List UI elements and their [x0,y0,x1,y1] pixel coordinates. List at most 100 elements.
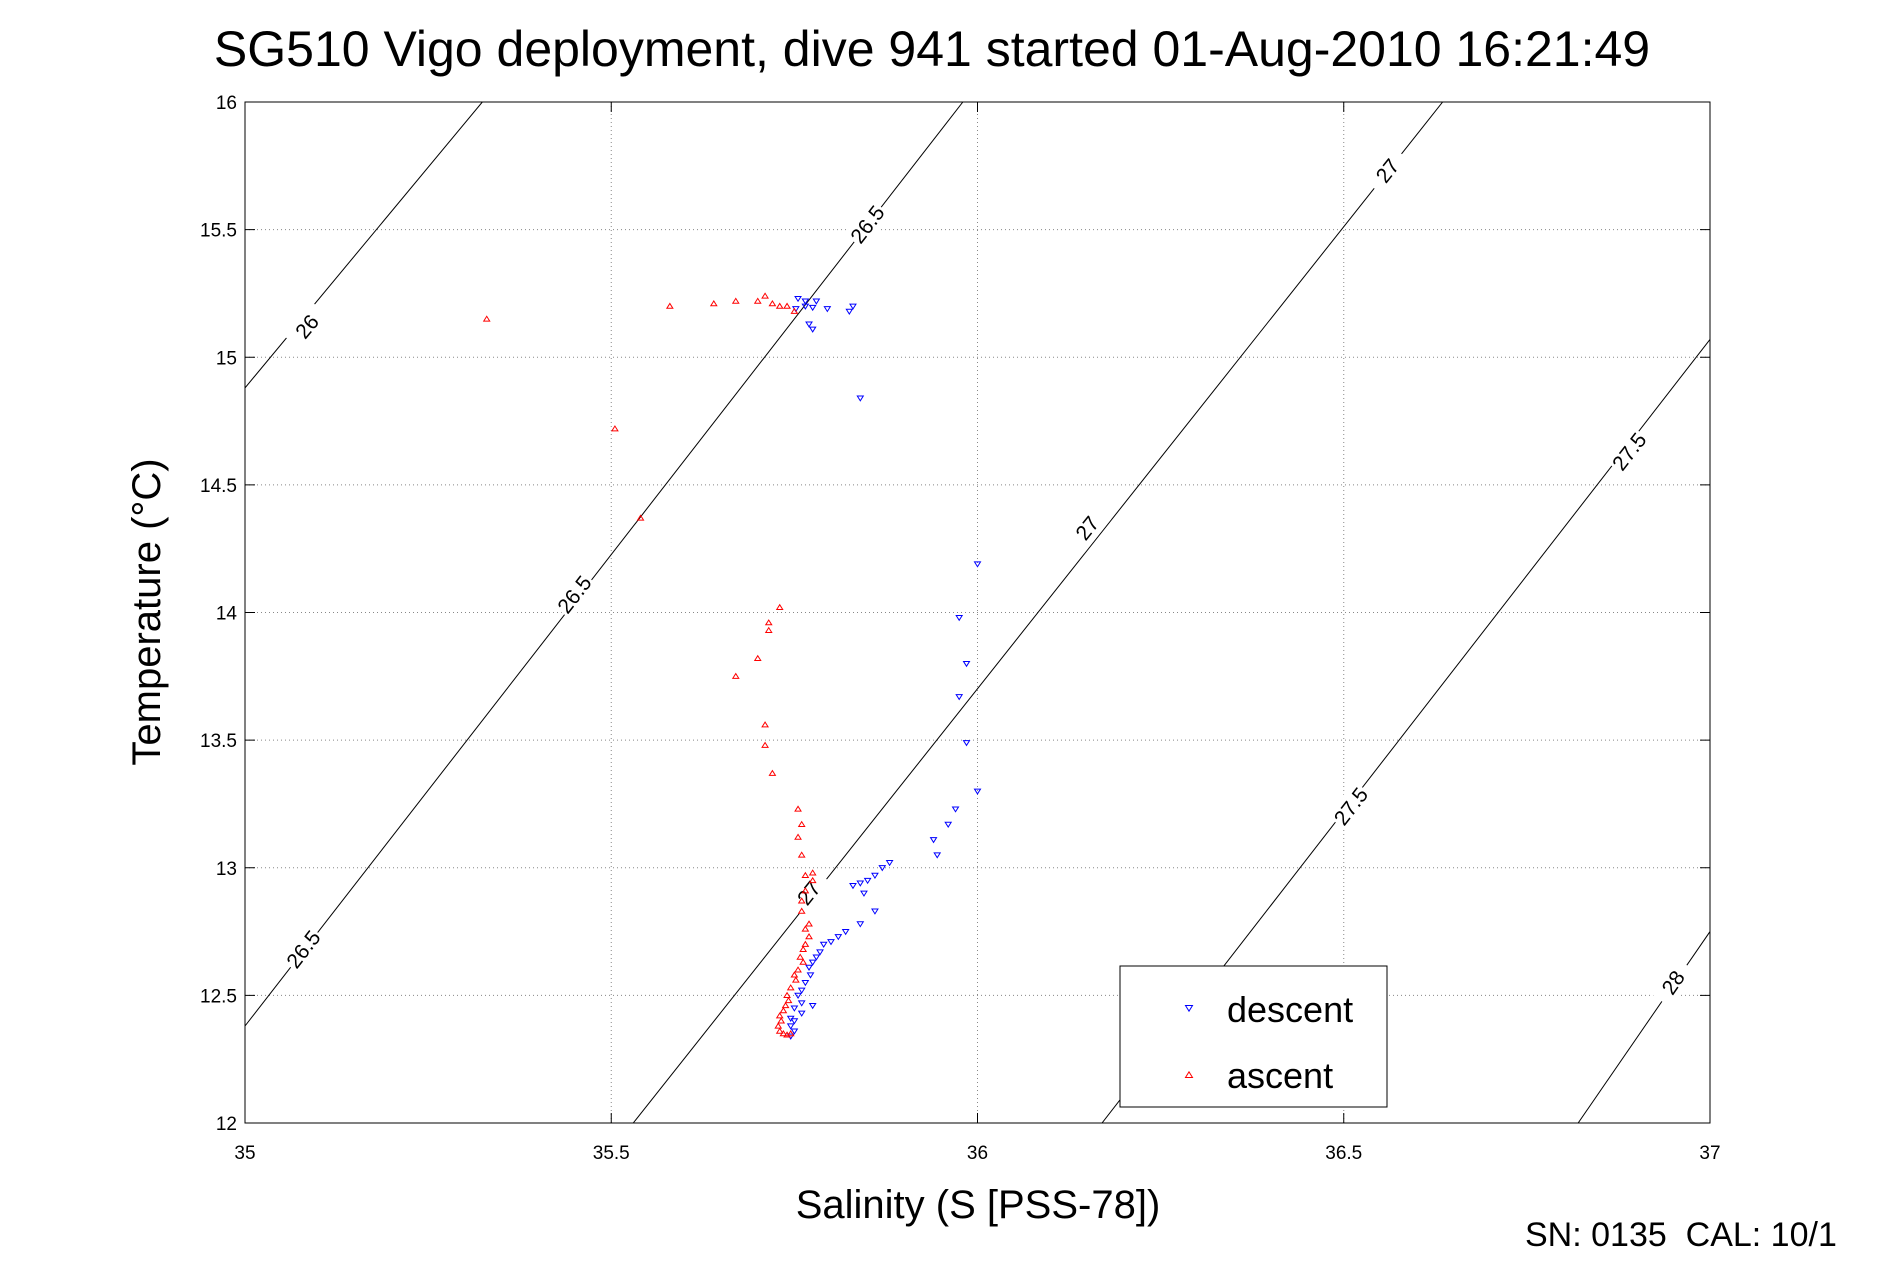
ascent-point [791,976,800,983]
ascent-point [482,315,491,322]
ascent-point [797,897,806,904]
ascent-point [779,1030,788,1037]
descent-point [834,934,843,941]
axis-ticks: 35 35.5 36 36.5 37 12 12.5 13 13.5 14 14.5 15 15.5 16 [200,93,1721,1164]
descent-point [827,939,835,946]
ascent-point [786,984,795,991]
ascent-point [764,619,773,626]
ascent-point [761,292,769,299]
ascent-point [665,302,674,309]
ascent-point [774,1022,783,1029]
descent-point [973,788,982,795]
descent-point [812,298,821,305]
y-tick-label: 13.5 [200,731,237,752]
isopycnal-line-26 [245,102,483,389]
y-tick-label: 14.5 [200,476,237,497]
ascent-point [797,851,806,858]
isopycnal-line-27 [632,102,1444,1123]
contour-label-bg [1650,957,1697,1009]
descent-point [929,837,938,844]
series-descent [786,295,982,1040]
y-tick-label: 16 [216,93,237,114]
descent-point [790,1005,799,1012]
descent-point [860,890,868,897]
ascent-point [784,996,793,1004]
x-tick-label: 37 [1699,1143,1720,1164]
ascent-point [801,925,810,932]
descent-point [794,295,802,303]
descent-point [790,1028,799,1035]
legend-label-descent: descent [1227,989,1353,1030]
y-tick-label: 15.5 [200,221,237,242]
ascent-point [783,991,791,998]
contour-label-bg [283,301,332,352]
legend-box [1119,965,1388,1108]
descent-point [801,980,810,987]
data-series [482,292,982,1040]
legend-marker-descent-glyph [1184,1005,1194,1013]
y-tick-label: 12 [216,1114,237,1135]
descent-point [856,921,865,928]
ascent-point [753,654,762,662]
legend-marker-ascent [1184,1070,1194,1078]
contour-label-bg [843,199,892,250]
grid-lines [245,102,1710,1123]
ascent-point [805,933,813,940]
ascent-point [797,907,806,914]
contour-label-bg [550,569,599,620]
ascent-point [775,1012,784,1019]
ascent-point [753,297,762,304]
descent-point [786,1023,795,1030]
ascent-point [731,672,740,679]
descent-point [790,1018,799,1025]
ascent-point [790,307,799,314]
ascent-point [731,297,740,304]
ascent-point [779,1007,788,1014]
ascent-point [790,971,799,978]
contour-label-bg [1327,781,1375,832]
descent-point [812,954,821,961]
footer-serial-info: SN: 0135 CAL: 10/1 [1525,1216,1837,1254]
descent-point [801,298,810,305]
contour-label-bg [1363,145,1412,197]
descent-point [797,1010,806,1017]
ascent-point [797,820,806,827]
descent-point [797,987,806,994]
ascent-point [799,958,808,965]
y-tick-label: 12.5 [200,986,237,1007]
ascent-point [808,869,817,876]
x-tick-label: 35.5 [593,1143,630,1164]
ascent-point [775,302,784,309]
chart-title: SG510 Vigo deployment, dive 941 started … [214,21,1650,77]
descent-point [973,561,982,568]
descent-point [819,941,828,948]
descent-point [849,303,857,310]
legend-marker-ascent-glyph [1184,1070,1194,1078]
ascent-point [786,1030,795,1037]
ascent-point [761,721,769,728]
ascent-point [781,1001,790,1009]
ascent-point [808,876,817,884]
descent-point [871,872,879,880]
ascent-point [796,953,805,960]
descent-point [808,959,817,966]
descent-point [863,877,872,885]
descent-point [878,865,887,872]
descent-point [856,880,865,887]
descent-point [841,928,850,936]
descent-point [805,321,813,328]
ascent-point [801,940,810,947]
x-tick-label: 35 [234,1143,255,1164]
legend: descent ascent [1119,965,1388,1108]
ascent-point [801,887,810,894]
ascent-point [799,945,808,953]
isopycnal-line-26-5 [245,102,964,1027]
descent-point [955,615,964,622]
descent-point [962,660,971,668]
ascent-point [775,1027,784,1034]
ascent-point [783,302,791,309]
descent-point [805,964,813,971]
descent-point [951,806,960,813]
legend-label-ascent: ascent [1227,1055,1333,1096]
